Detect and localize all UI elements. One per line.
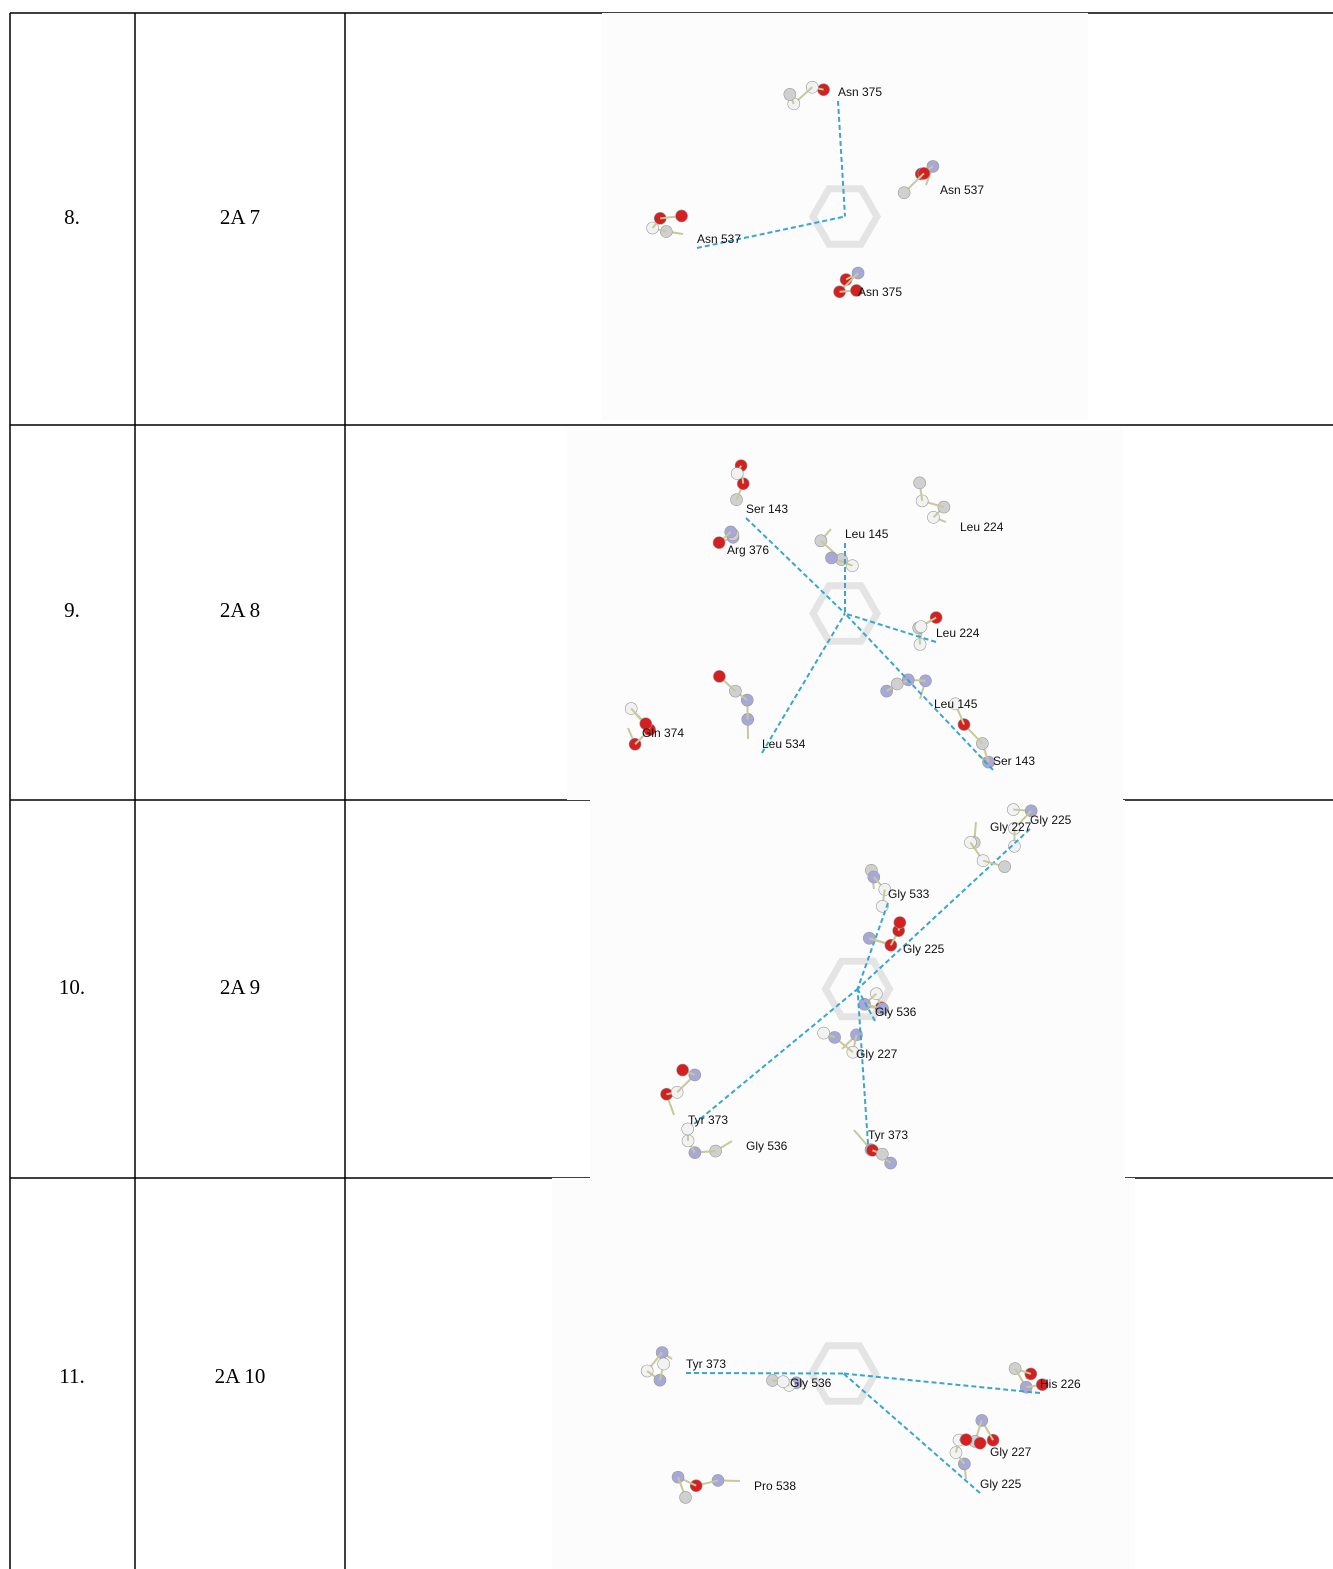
residue-label: Gly 536 [746,1139,788,1153]
residue-label: Leu 534 [762,737,806,751]
residue-label: Gly 225 [903,942,945,956]
atom [894,916,906,928]
compound-id: 2A 10 [215,1364,266,1388]
molecule-image: Asn 375 Asn 537 Asn 537 Asn 375 [602,13,1088,420]
compound-id: 2A 8 [220,598,260,622]
residue-label: Leu 224 [936,626,980,640]
atom [784,88,796,100]
atom [898,187,910,199]
atom [731,468,743,480]
residue-label: Ser 143 [993,754,1035,768]
atom [915,621,927,633]
residue-label: Asn 537 [940,183,984,197]
residue-label: Tyr 373 [868,1128,908,1142]
atom [680,1491,692,1503]
atom [974,1437,986,1449]
compound-id: 2A 7 [220,205,260,229]
atom [676,210,688,222]
residue-label: His 226 [1040,1377,1081,1391]
row-number: 9. [64,598,80,622]
residue-label: Asn 375 [858,285,902,299]
residue-label: Tyr 373 [688,1113,728,1127]
residue-label: Ser 143 [746,502,788,516]
compound-id: 2A 9 [220,975,260,999]
residue-label: Gln 374 [642,726,684,740]
atom [891,678,903,690]
residue-label: Gly 227 [856,1047,898,1061]
residue-label: Gly 227 [990,1445,1032,1459]
molecule-image: Ser 143 Arg 376 Leu 145 Leu 224 Leu 224 Gln 3… [567,427,1123,800]
atom [825,552,837,564]
atom [818,1027,830,1039]
atom [876,1148,888,1160]
residue-label: Leu 224 [960,520,1004,534]
residue-label: Leu 145 [845,527,889,541]
row-number: 8. [64,205,80,229]
residue-label: Gly 533 [888,887,930,901]
residue-label: Gly 225 [980,1477,1022,1491]
residue-label: Gly 536 [875,1005,917,1019]
page: Asn 375 Asn 537 Asn 537 Asn 375 8. 2A 7 Ser 14… [0,0,1333,1569]
residue-label: Asn 375 [838,85,882,99]
atom [960,1434,972,1446]
residue-label: Pro 538 [754,1479,796,1493]
residue-label: Tyr 373 [686,1357,726,1371]
atom [914,477,926,489]
residue-label: Gly 536 [790,1376,832,1390]
molecule-image: Tyr 373 Gly 536 His 226 Gly 227 Gly 225 Pro 5… [552,1178,1135,1569]
row-number: 11. [59,1364,84,1388]
residue-label: Asn 537 [697,232,741,246]
atom [713,670,725,682]
residue-label: Gly 225 [1030,813,1072,827]
residue-label: Gly 227 [990,820,1032,834]
atom [999,861,1011,873]
residue-label: Leu 145 [934,697,978,711]
atom [658,1358,670,1370]
atom [677,1064,689,1076]
row-number: 10. [59,975,85,999]
atom [713,537,725,549]
residue-label: Arg 376 [727,543,769,557]
atom [777,1376,789,1388]
